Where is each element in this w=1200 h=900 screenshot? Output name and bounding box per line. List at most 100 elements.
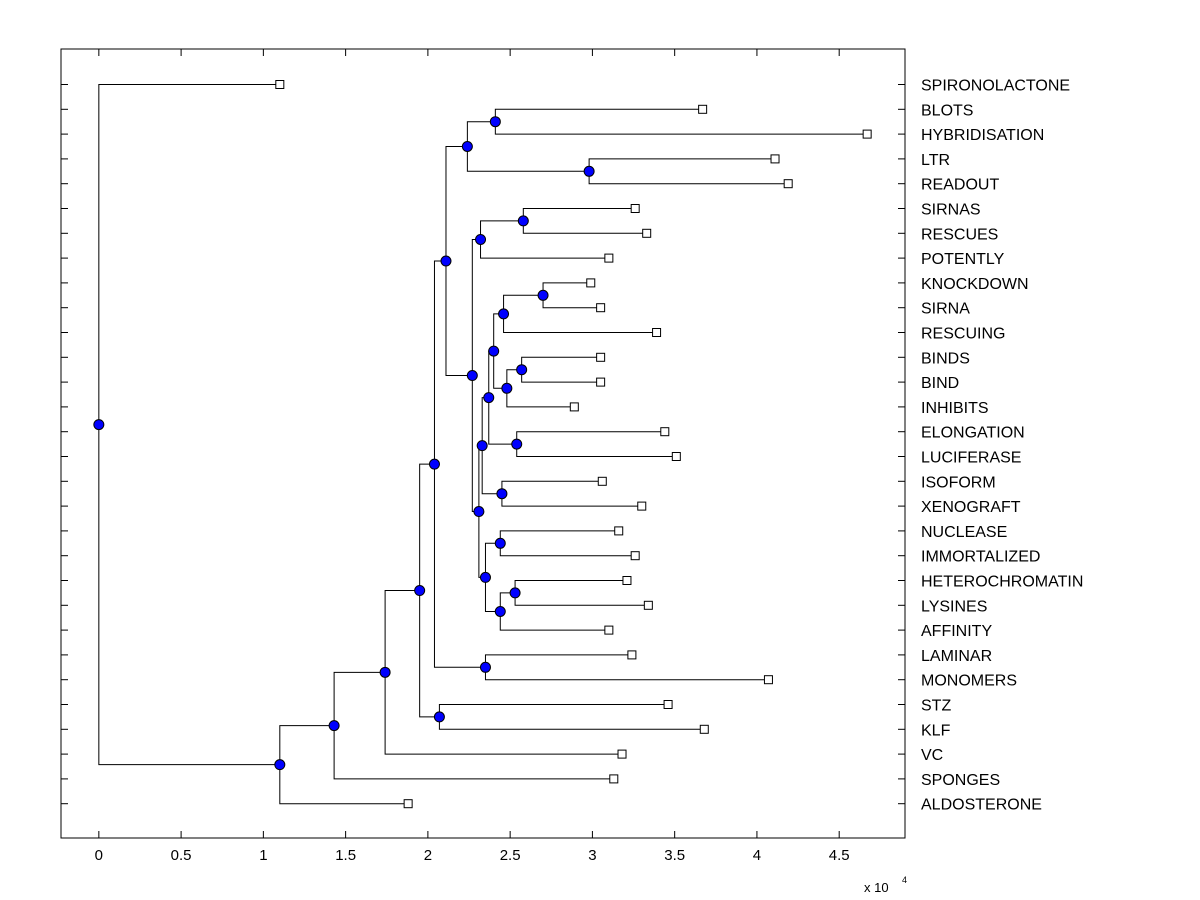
leaf-label: KNOCKDOWN (921, 276, 1029, 293)
node-marker (511, 438, 523, 450)
leaf-label: LYSINES (921, 598, 987, 615)
node-marker (496, 488, 508, 500)
dendrogram-link (279, 725, 335, 765)
node-marker (428, 458, 440, 470)
dendrogram-link (503, 294, 544, 314)
dendrogram-link (433, 464, 486, 668)
dendrogram-link (499, 611, 609, 631)
leaf-marker (699, 724, 709, 734)
leaf-marker (596, 352, 606, 362)
node-marker (379, 666, 391, 678)
leaf-label: HETEROCHROMATIN (921, 574, 1083, 591)
leaf-marker (627, 650, 637, 660)
leaf-label: ISOFORM (921, 474, 996, 491)
x-exponent-label: x 10 (864, 880, 889, 895)
leaf-label: INHIBITS (921, 400, 989, 417)
node-markers (93, 116, 595, 771)
leaf-label: NUCLEASE (921, 524, 1007, 541)
node-marker (483, 392, 495, 404)
leaf-marker (596, 377, 606, 387)
x-exponent-power: 4 (902, 875, 907, 885)
leaf-label: SIRNA (921, 301, 970, 318)
leaf-label: MONOMERS (921, 673, 1017, 690)
leaf-label: ELONGATION (921, 425, 1025, 442)
leaf-label: HYBRIDISATION (921, 127, 1044, 144)
node-marker (473, 506, 485, 518)
node-marker (516, 364, 528, 376)
leaf-marker (275, 80, 285, 89)
node-marker (479, 661, 491, 673)
leaf-marker (637, 501, 647, 511)
leaf-marker (622, 576, 632, 585)
leaf-label: LAMINAR (921, 648, 992, 665)
x-tick-label: 4 (753, 847, 761, 864)
leaf-marker (604, 625, 614, 635)
node-marker (433, 711, 445, 723)
leaf-label: SIRNAS (921, 202, 981, 219)
node-marker (475, 234, 487, 245)
leaf-label: AFFINITY (921, 623, 992, 640)
leaf-marker (614, 526, 624, 536)
node-marker (328, 720, 340, 732)
leaf-marker (609, 774, 619, 784)
leaf-markers (275, 80, 872, 809)
leaf-marker (663, 700, 673, 709)
node-marker (488, 345, 500, 357)
leaf-marker (643, 600, 653, 610)
leaf-marker (652, 328, 662, 337)
x-tick-label: 1.5 (335, 847, 356, 864)
leaf-label: RESCUES (921, 226, 998, 243)
dendrogram-link (481, 445, 502, 495)
leaf-label: VC (921, 747, 943, 764)
node-marker (476, 440, 488, 452)
node-marker (537, 289, 549, 301)
leaf-label: RESCUING (921, 326, 1005, 343)
leaf-marker (569, 402, 579, 412)
leaf-marker (630, 204, 640, 213)
x-tick-label: 2 (424, 847, 432, 864)
leaf-label: POTENTLY (921, 251, 1005, 268)
leaf-marker (642, 228, 652, 238)
x-tick-label: 0 (95, 847, 103, 864)
dendrogram-link (488, 397, 517, 445)
leaf-label: BLOTS (921, 102, 973, 119)
dendrogram-link (445, 146, 468, 262)
node-marker (509, 587, 521, 599)
leaf-marker (862, 129, 872, 139)
node-marker (461, 141, 473, 152)
leaf-labels: SPIRONOLACTONE BLOTS HYBRIDISATION LTR READO… (921, 78, 1083, 814)
node-marker (583, 165, 595, 177)
leaf-marker (783, 179, 793, 189)
node-marker (274, 759, 286, 771)
leaf-marker (698, 104, 708, 114)
x-tick-label: 1 (259, 847, 267, 864)
leaf-marker (630, 551, 640, 561)
dendrogram-link (384, 590, 420, 673)
dendrogram-link (384, 672, 623, 755)
dendrogram-link (279, 764, 409, 805)
leaf-label: SPONGES (921, 772, 1000, 789)
dendrogram-link (466, 121, 496, 147)
dendrogram-link (333, 725, 614, 780)
leaf-marker (660, 427, 670, 437)
dendrogram-link (98, 84, 280, 425)
node-marker (479, 571, 491, 583)
leaf-marker (604, 253, 614, 263)
node-marker (494, 606, 506, 617)
node-marker (93, 419, 105, 431)
dendrogram-link (419, 590, 440, 718)
leaf-label: STZ (921, 698, 951, 715)
x-tick-label: 3 (588, 847, 596, 864)
dendrogram-link (480, 239, 609, 259)
leaf-marker (763, 675, 773, 685)
leaf-marker (617, 749, 627, 759)
x-tick-label: 4.5 (829, 847, 850, 864)
dendrogram-link (503, 313, 657, 333)
leaf-marker (770, 154, 780, 164)
leaf-label: XENOGRAFT (921, 499, 1021, 516)
x-tick-label: 3.5 (664, 847, 685, 864)
dendrogram-link (333, 671, 386, 726)
node-marker (501, 382, 513, 394)
x-tick-label: 2.5 (500, 847, 521, 864)
x-tick-label: 0.5 (171, 847, 192, 864)
